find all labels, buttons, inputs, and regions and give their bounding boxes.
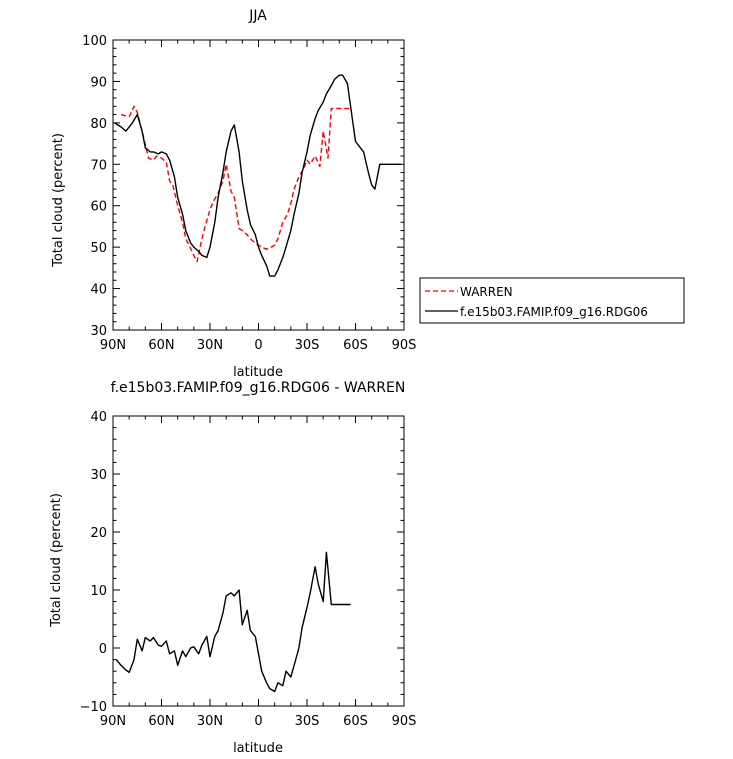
bottom-y-tick-label: 0 xyxy=(99,642,107,657)
bottom-y-tick-label: 10 xyxy=(90,584,107,599)
bottom-series-line-0 xyxy=(115,551,351,693)
top-chart-title: JJA xyxy=(248,8,267,24)
top-series-line-0 xyxy=(120,105,351,263)
bottom-y-axis: −10 0 10 20 30 40 xyxy=(80,410,404,715)
legend-label-warren: WARREN xyxy=(460,285,513,299)
top-series-lines xyxy=(114,74,401,277)
top-y-tick-label: 50 xyxy=(90,241,107,256)
bottom-x-axis-label: latitude xyxy=(233,741,283,756)
bottom-y-tick-label: 20 xyxy=(90,526,107,541)
bottom-x-tick-label: 60N xyxy=(148,714,174,729)
top-series-line-1 xyxy=(114,74,401,277)
bottom-x-tick-label: 30N xyxy=(197,714,223,729)
top-y-axis: 30 40 50 60 70 80 90 100 xyxy=(82,34,404,339)
top-y-axis-label: Total cloud (percent) xyxy=(51,133,66,268)
top-x-tick-label: 90N xyxy=(100,338,126,353)
top-x-tick-label: 30N xyxy=(197,338,223,353)
top-x-tick-label: 0 xyxy=(254,338,262,353)
bottom-y-axis-label: Total cloud (percent) xyxy=(49,493,64,628)
bottom-series-lines xyxy=(115,551,351,693)
bottom-x-tick-label: 90N xyxy=(100,714,126,729)
legend-label-model: f.e15b03.FAMIP.f09_g16.RDG06 xyxy=(460,305,648,319)
bottom-y-tick-label: 30 xyxy=(90,468,107,483)
bottom-plot-frame xyxy=(112,415,405,707)
bottom-x-axis: 90N 60N 30N 0 30S 60S 90S xyxy=(100,416,417,729)
bottom-chart: f.e15b03.FAMIP.f09_g16.RDG06 - WARREN −1… xyxy=(49,380,416,756)
top-plot-frame xyxy=(112,39,405,331)
top-y-tick-label: 100 xyxy=(82,34,107,49)
top-y-tick-label: 30 xyxy=(90,324,107,339)
top-x-axis-label: latitude xyxy=(233,365,283,380)
bottom-y-tick-label: 40 xyxy=(90,410,107,425)
legend: WARREN f.e15b03.FAMIP.f09_g16.RDG06 xyxy=(419,277,685,324)
top-y-tick-label: 60 xyxy=(90,200,107,215)
top-x-tick-label: 60S xyxy=(343,338,368,353)
bottom-y-tick-label: −10 xyxy=(80,700,107,715)
bottom-x-tick-label: 0 xyxy=(254,714,262,729)
top-x-tick-label: 60N xyxy=(148,338,174,353)
top-y-tick-label: 80 xyxy=(90,117,107,132)
bottom-x-tick-label: 90S xyxy=(392,714,417,729)
bottom-x-tick-label: 30S xyxy=(295,714,320,729)
top-x-tick-label: 90S xyxy=(392,338,417,353)
legend-box xyxy=(419,277,685,324)
bottom-chart-title: f.e15b03.FAMIP.f09_g16.RDG06 - WARREN xyxy=(111,380,406,396)
top-x-tick-label: 30S xyxy=(295,338,320,353)
top-y-tick-label: 40 xyxy=(90,283,107,298)
top-x-axis: 90N 60N 30N 0 30S 60S 90S xyxy=(100,40,417,353)
top-y-tick-label: 90 xyxy=(90,75,107,90)
bottom-x-tick-label: 60S xyxy=(343,714,368,729)
top-y-tick-label: 70 xyxy=(90,158,107,173)
